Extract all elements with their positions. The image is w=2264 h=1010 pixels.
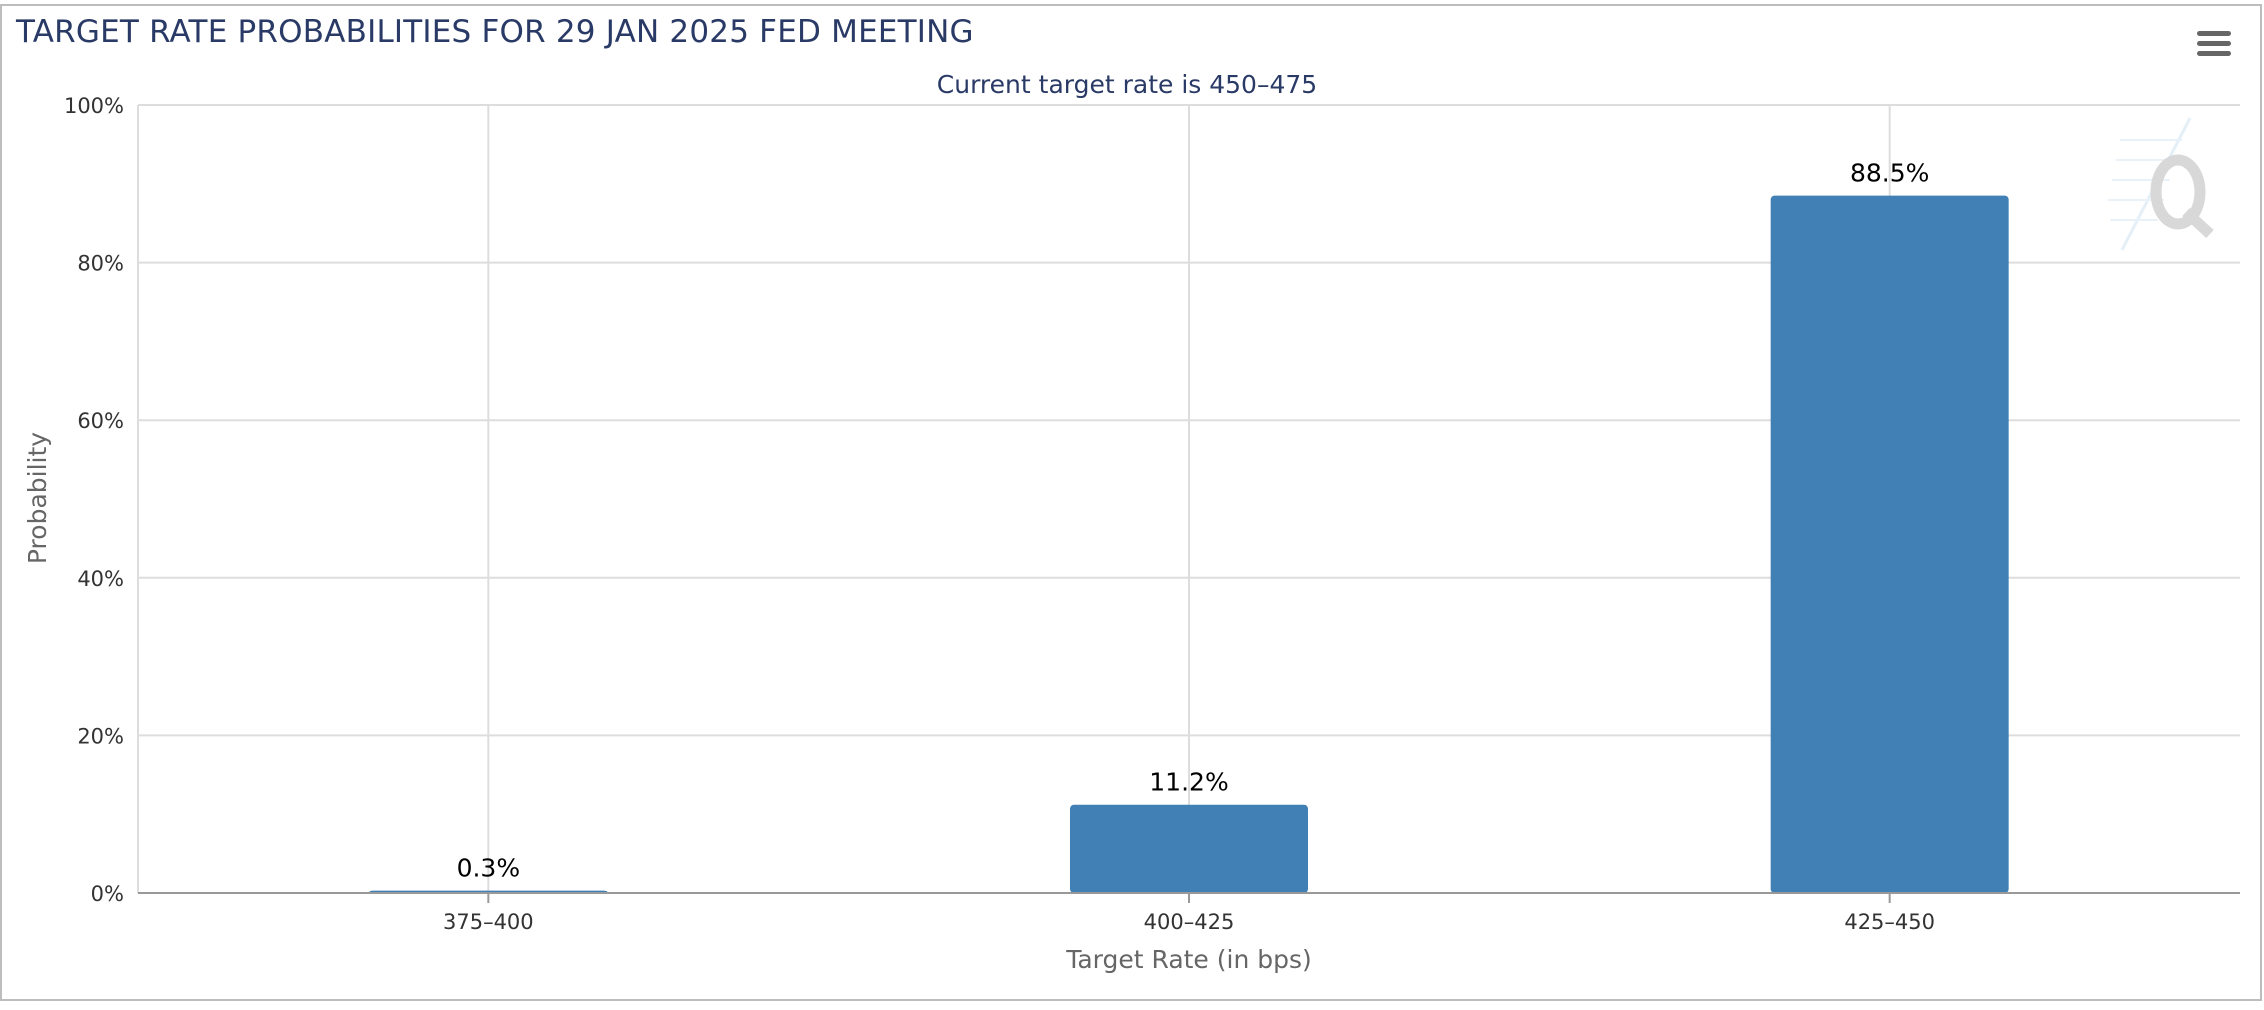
bar[interactable] [1770,195,2009,893]
y-tick-label: 40% [77,567,124,591]
x-tick-label: 425–450 [1844,910,1935,934]
bar-data-label: 88.5% [1850,159,1929,188]
y-tick-label: 80% [77,252,124,276]
chart-subtitle: Current target rate is 450–475 [937,70,1317,99]
y-tick-label: 60% [77,409,124,433]
q-logo-icon [2108,117,2214,251]
y-axis-ticks: 0% 20% 40% 60% 80% 100% [64,94,124,906]
data-labels: 0.3% 11.2% 88.5% [457,159,1930,883]
bar-data-label: 0.3% [457,854,521,883]
bar-data-label: 11.2% [1149,768,1228,797]
menu-line [2197,51,2231,56]
menu-line [2197,41,2231,46]
y-tick-label: 100% [64,94,124,118]
menu-line [2197,31,2231,36]
x-tick-label: 400–425 [1144,910,1235,934]
y-axis-title: Probability [23,432,52,564]
bar[interactable] [1070,804,1308,893]
x-tick-label: 375–400 [443,910,534,934]
hamburger-menu-icon[interactable] [2186,26,2242,66]
x-axis-title: Target Rate (in bps) [1065,945,1312,974]
y-tick-label: 20% [77,724,124,748]
chart-title: TARGET RATE PROBABILITIES FOR 29 JAN 202… [16,14,974,50]
y-tick-label: 0% [91,882,124,906]
x-axis-ticks: 375–400 400–425 425–450 [443,893,1935,934]
bars [369,195,2009,893]
